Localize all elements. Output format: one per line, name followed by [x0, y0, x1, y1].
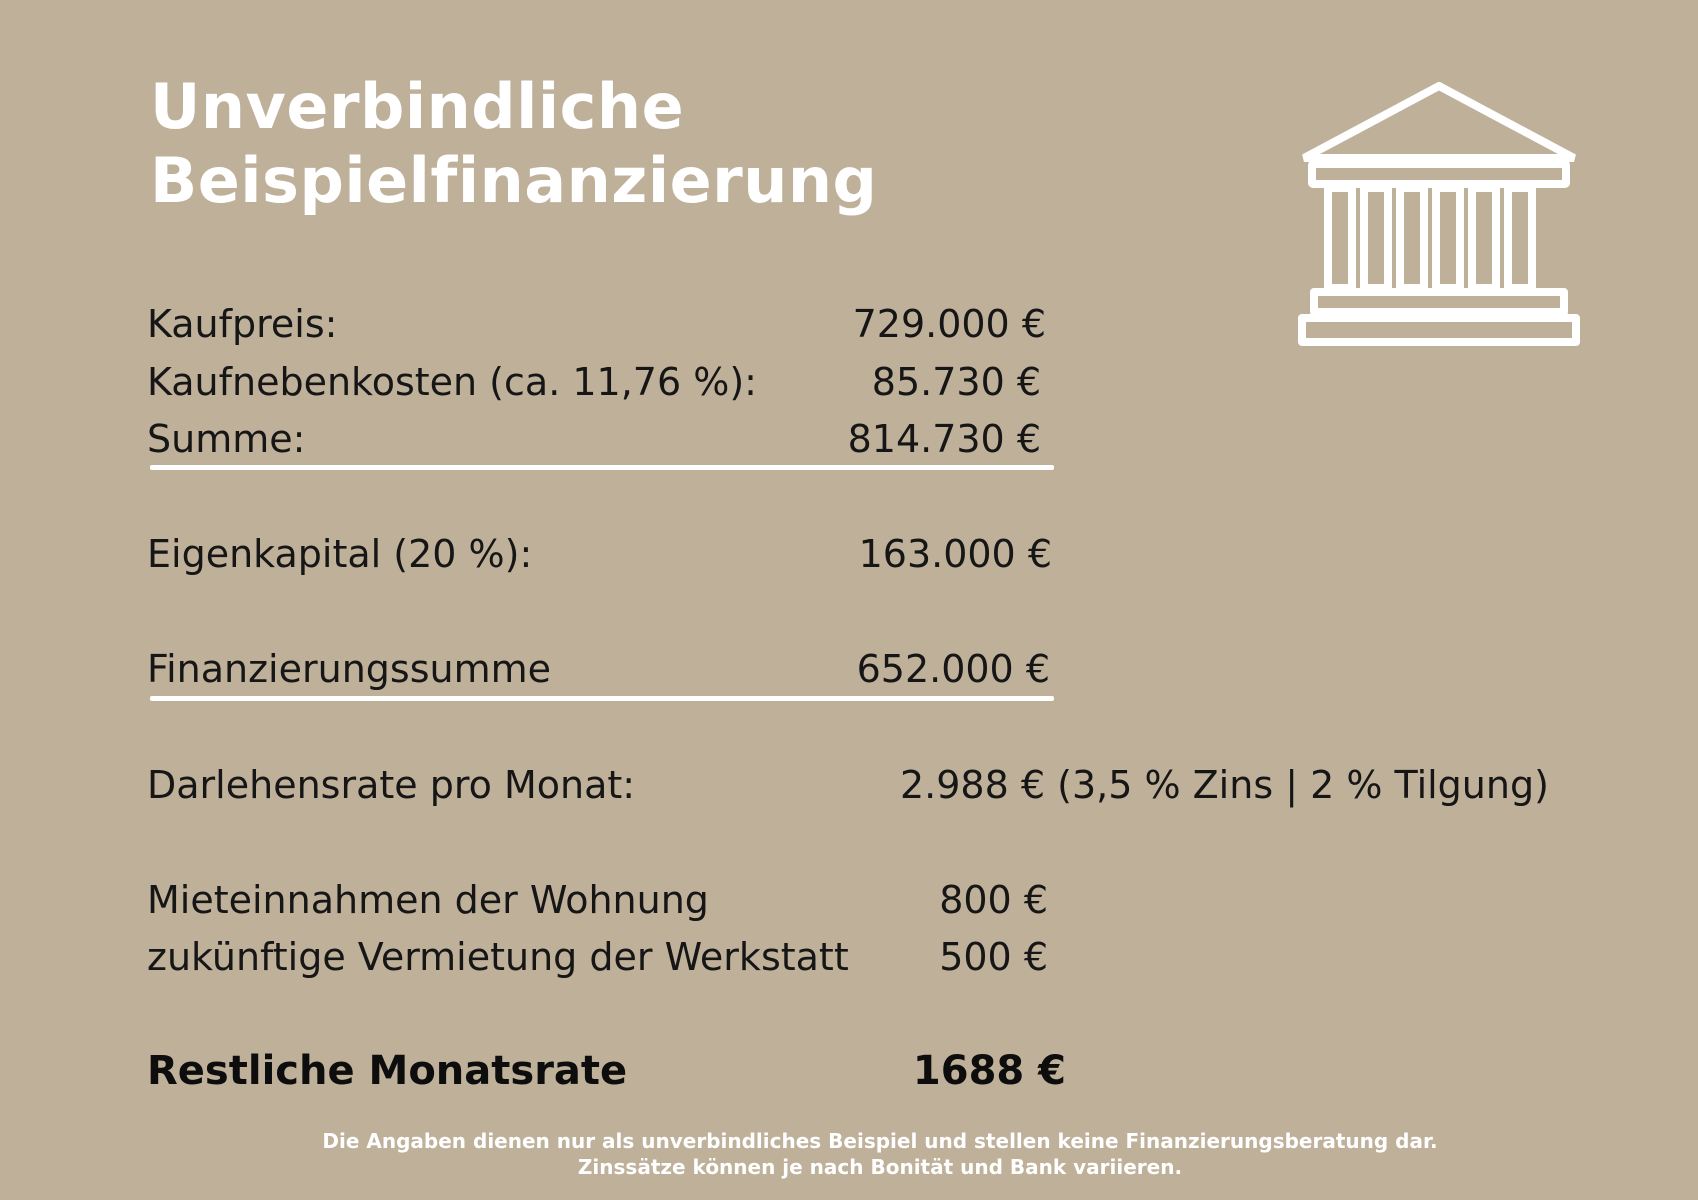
title-line-2: Beispielfinanzierung: [150, 144, 878, 217]
value-darlehensrate: 2.988 € (3,5 % Zins | 2 % Tilgung): [900, 763, 1549, 807]
label-finanzierungssumme: Finanzierungssumme: [147, 647, 551, 691]
label-mieteinnahmen: Mieteinnahmen der Wohnung: [147, 878, 709, 922]
divider-finanzierungssumme: [150, 696, 1054, 701]
page-title: Unverbindliche Beispielfinanzierung: [150, 70, 877, 218]
disclaimer: Die Angaben dienen nur als unverbindlich…: [0, 1128, 1698, 1180]
value-eigenkapital: 163.000 €: [858, 532, 1052, 576]
divider-summe: [150, 465, 1054, 470]
label-kaufnebenkosten: Kaufnebenkosten (ca. 11,76 %):: [147, 360, 757, 404]
value-mieteinnahmen: 800 €: [939, 878, 1048, 922]
value-summe: 814.730 €: [847, 417, 1041, 461]
value-kaufnebenkosten: 85.730 €: [871, 360, 1041, 404]
label-darlehensrate: Darlehensrate pro Monat:: [147, 763, 636, 807]
disclaimer-line-1: Die Angaben dienen nur als unverbindlich…: [322, 1129, 1438, 1153]
value-restliche-monatsrate: 1688 €: [912, 1048, 1066, 1094]
value-werkstatt: 500 €: [939, 935, 1048, 979]
label-kaufpreis: Kaufpreis:: [147, 302, 338, 346]
value-kaufpreis: 729.000 €: [852, 302, 1046, 346]
bank-icon: [1298, 82, 1580, 346]
title-line-1: Unverbindliche: [150, 70, 685, 143]
label-werkstatt: zukünftige Vermietung der Werkstatt: [147, 935, 849, 979]
label-eigenkapital: Eigenkapital (20 %):: [147, 532, 533, 576]
disclaimer-line-2: Zinssätze können je nach Bonität und Ban…: [577, 1155, 1183, 1179]
label-restliche-monatsrate: Restliche Monatsrate: [147, 1048, 628, 1094]
label-summe: Summe:: [147, 417, 306, 461]
value-finanzierungssumme: 652.000 €: [856, 647, 1050, 691]
